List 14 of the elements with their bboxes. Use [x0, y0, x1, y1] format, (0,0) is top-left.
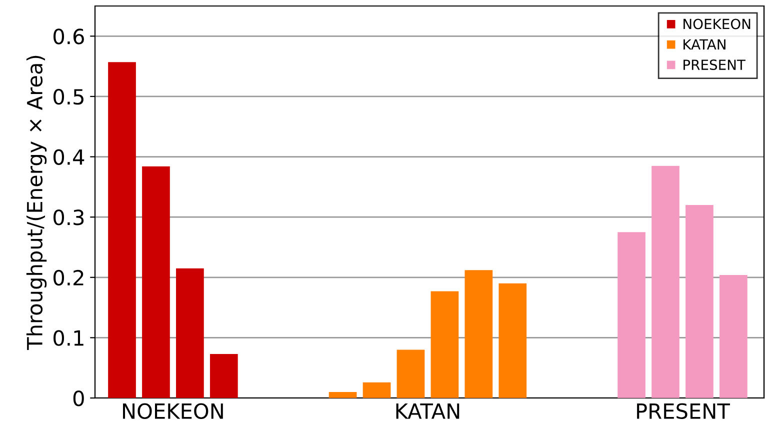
y-tick-label: 0.4 [54, 149, 84, 165]
y-axis-title: Throughput/(Energy × Area) [26, 56, 47, 350]
x-tick-label: PRESENT [637, 403, 730, 419]
x-tick-label: KATAN [396, 404, 460, 419]
legend-label: NOEKEON [684, 18, 750, 30]
legend-label: KATAN [684, 39, 726, 50]
y-tick-label: 0.3 [54, 210, 84, 226]
legend-label: PRESENT [684, 60, 746, 70]
y-tick-label: 0.2 [54, 270, 84, 286]
y-tick-label: 0.6 [54, 28, 84, 44]
y-tick-label: 0.5 [54, 88, 84, 105]
x-tick-label: NOEKEON [123, 403, 223, 419]
y-tick-label: 0 [73, 390, 84, 406]
y-tick-label: 0.1 [54, 330, 84, 346]
